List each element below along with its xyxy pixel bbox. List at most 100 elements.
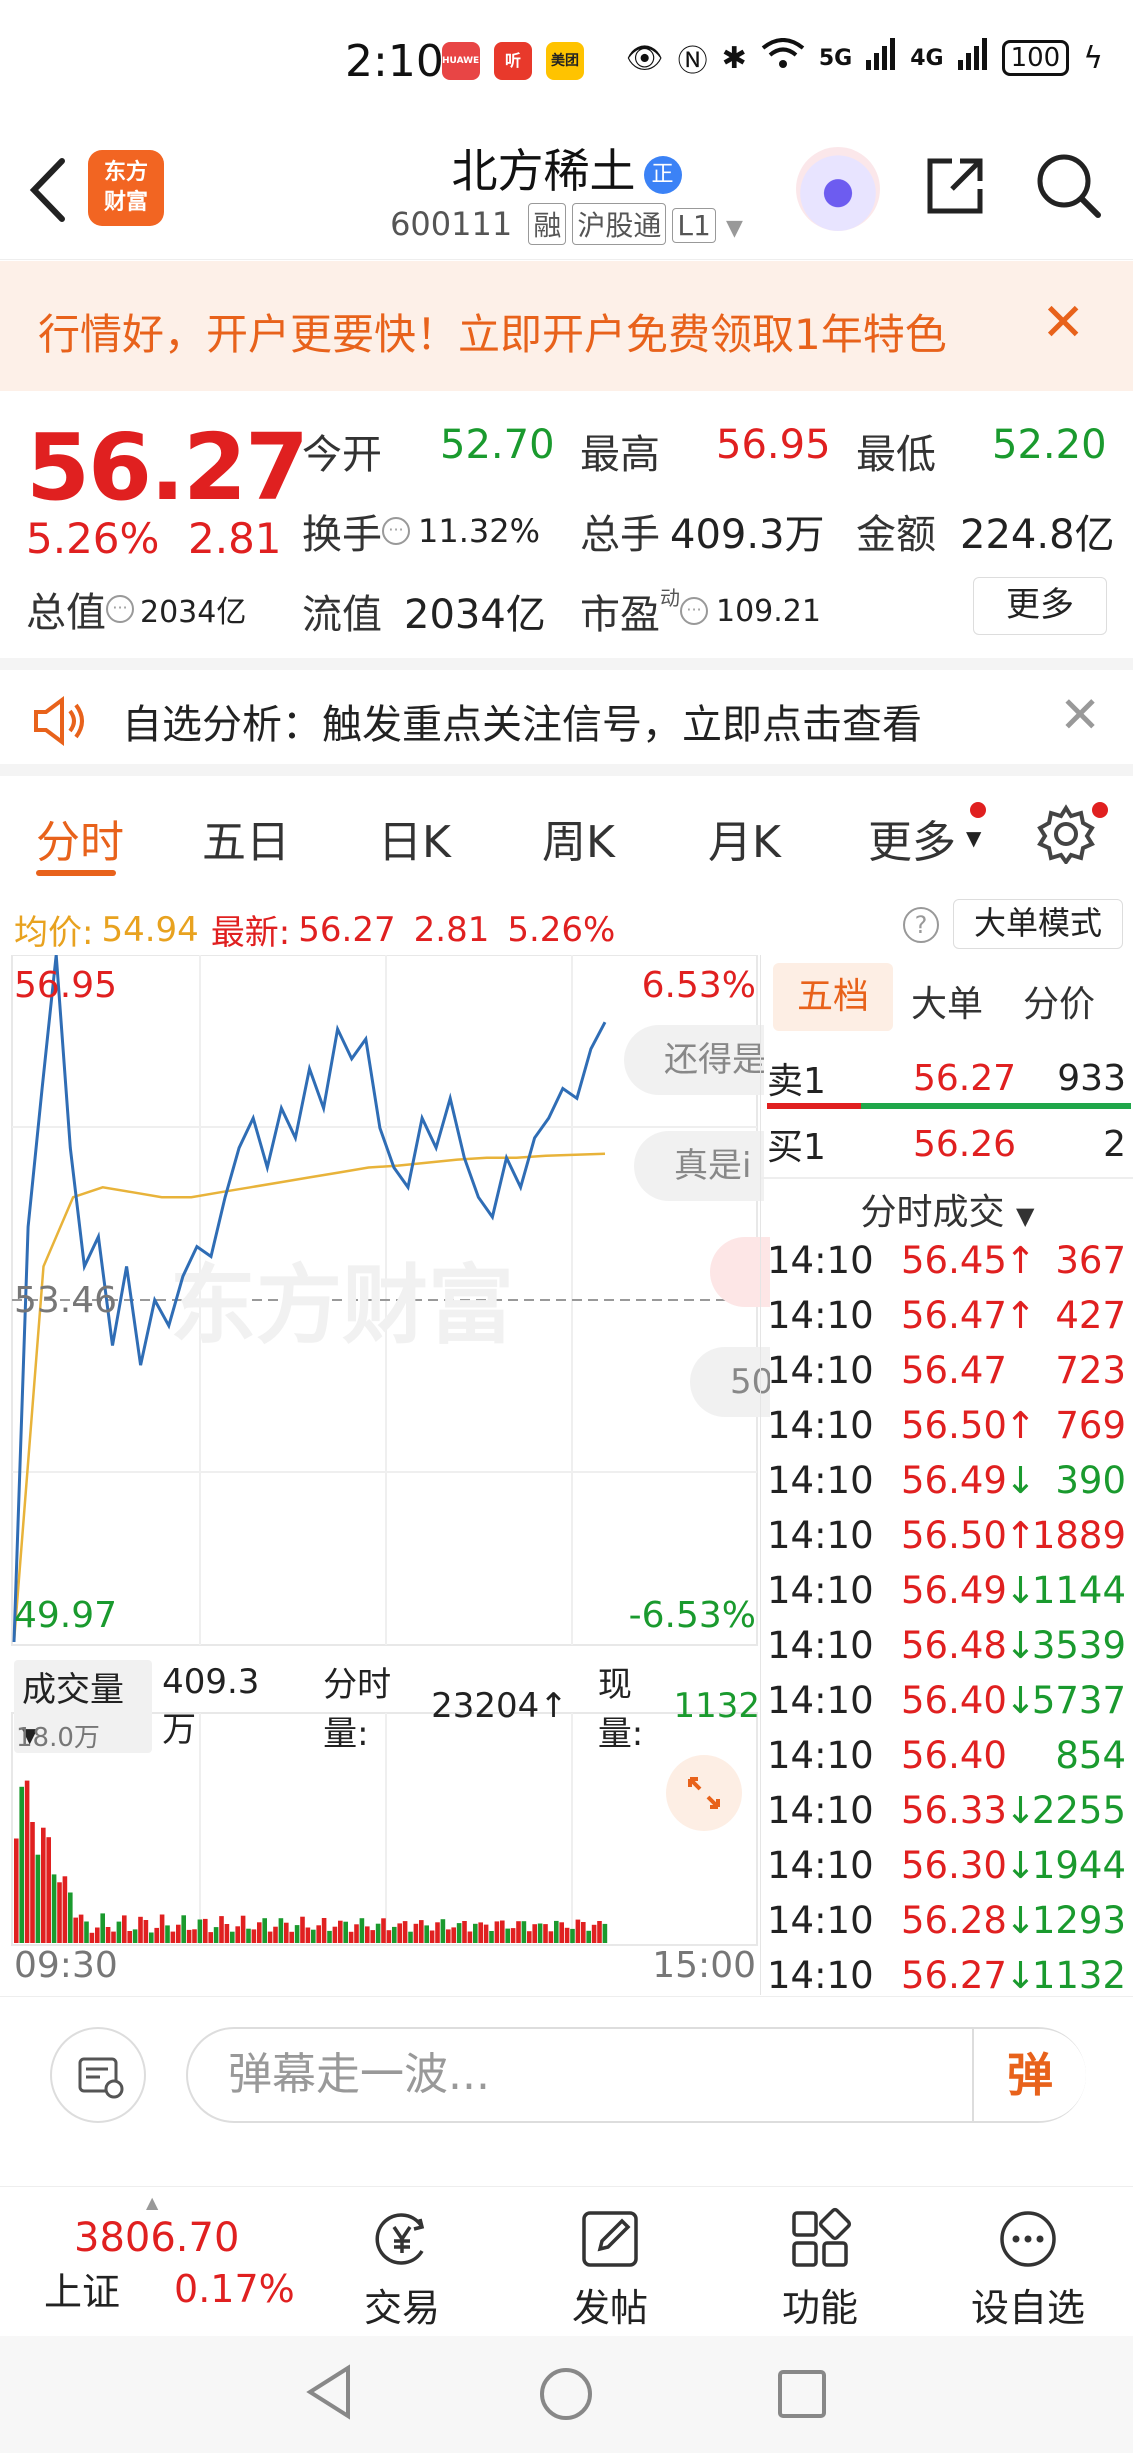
- volume-bar: [365, 1926, 370, 1943]
- status-time: 2:10: [345, 36, 444, 87]
- danmaku-bubble[interactable]: 50: [690, 1347, 770, 1417]
- assistant-robot-icon[interactable]: [796, 147, 880, 231]
- tab-five-day[interactable]: 五日: [202, 817, 290, 868]
- tab-price-dist[interactable]: 分价: [1023, 984, 1096, 1025]
- nav-add-watchlist-label: 设自选: [970, 2286, 1085, 2330]
- trade-price: 56.45: [901, 1239, 1007, 1282]
- volume-bar: [262, 1918, 267, 1943]
- stock-code-row[interactable]: 600111 融沪股通 L1 ▼: [0, 203, 1133, 245]
- tab-five-levels[interactable]: 五档: [773, 963, 893, 1031]
- stock-code: 600111: [390, 205, 513, 243]
- eye-icon: 👁: [625, 40, 664, 76]
- help-icon[interactable]: ?: [903, 907, 939, 943]
- pct-axis-max: 6.53%: [641, 965, 756, 1006]
- back-button[interactable]: [28, 155, 68, 225]
- home-circle-icon[interactable]: [538, 2366, 594, 2426]
- volume-axis-max: 18.0万: [16, 1723, 100, 1753]
- amount-label: 金额: [856, 512, 936, 558]
- volume-bar: [462, 1921, 467, 1943]
- watermark: 东方财富: [170, 1256, 514, 1356]
- tab-weekly-k[interactable]: 周K: [542, 817, 615, 868]
- intraday-chart[interactable]: 东方财富 56.95 6.53% 53.46 49.97 -6.53% 还得是 …: [0, 954, 770, 1995]
- nav-post[interactable]: 发帖: [530, 2207, 690, 2332]
- volume-bar: [84, 1921, 89, 1943]
- info-icon[interactable]: ···: [382, 517, 410, 545]
- recents-square-icon[interactable]: [776, 2368, 828, 2424]
- promo-banner[interactable]: 行情好，开户更要快！立即开户免费领取1年特色 ✕: [0, 261, 1133, 391]
- buy1-label: 买1: [767, 1127, 826, 1168]
- expand-icon[interactable]: [666, 1755, 742, 1831]
- volume-bar: [321, 1918, 327, 1943]
- latest-value: 56.27: [298, 909, 396, 950]
- tab-monthly-k[interactable]: 月K: [708, 817, 781, 868]
- nav-functions[interactable]: 功能: [740, 2207, 900, 2332]
- back-triangle-icon[interactable]: [304, 2362, 354, 2426]
- close-icon[interactable]: ✕: [1059, 686, 1101, 744]
- volume-bar: [165, 1925, 170, 1943]
- latest-label: 最新:: [210, 913, 291, 953]
- trades-title[interactable]: 分时成交 ▼: [761, 1183, 1133, 1235]
- volume-bar: [154, 1927, 159, 1943]
- volume-bar: [208, 1932, 213, 1943]
- eastmoney-logo[interactable]: 东方 财富: [88, 150, 164, 226]
- volume-bar: [73, 1917, 78, 1943]
- index-ticker[interactable]: 3806.70 上证 0.17%: [0, 2215, 320, 2316]
- share-icon[interactable]: [922, 153, 988, 223]
- volume-bar: [95, 1927, 100, 1943]
- promo-banner-text[interactable]: 行情好，开户更要快！立即开户免费领取1年特色: [38, 310, 947, 359]
- volume-bar: [78, 1914, 84, 1943]
- tab-more[interactable]: 更多: [868, 817, 956, 868]
- gear-icon[interactable]: [1036, 804, 1096, 868]
- danmaku-bubble[interactable]: 真是i: [634, 1131, 764, 1201]
- analysis-text[interactable]: 自选分析：触发重点关注信号，立即点击查看: [122, 702, 922, 748]
- wifi-icon: [761, 38, 805, 78]
- avg-value: 54.94: [101, 909, 199, 950]
- search-icon[interactable]: [1034, 151, 1104, 225]
- float-cap-value: 2034亿: [404, 592, 546, 638]
- low-value: 52.20: [992, 422, 1107, 468]
- danmaku-send-button[interactable]: 弹: [972, 2029, 1086, 2121]
- edit-icon: [578, 2207, 642, 2271]
- tab-intraday[interactable]: 分时: [36, 817, 124, 868]
- volume-bar: [57, 1882, 62, 1943]
- trade-row: 14:10 56.48 ↓ 3539: [761, 1624, 1133, 1679]
- info-icon[interactable]: ···: [680, 597, 708, 625]
- pe-ratio: 市盈 动 ··· 109.21: [580, 582, 821, 640]
- volume-bar: [203, 1918, 208, 1943]
- pe-value: 109.21: [716, 593, 821, 629]
- volume-selector[interactable]: 成交量 ▼: [14, 1659, 153, 1753]
- volume-bar: [35, 1854, 41, 1943]
- more-button[interactable]: 更多: [973, 577, 1107, 635]
- tab-big-orders[interactable]: 大单: [911, 984, 984, 1025]
- level-tag: L1: [672, 208, 716, 243]
- volume-bar: [440, 1919, 446, 1943]
- danmaku-bubble[interactable]: 还得是: [624, 1025, 764, 1095]
- big-order-mode-button[interactable]: 大单模式: [953, 899, 1123, 949]
- turnover-label: 换手: [302, 512, 382, 558]
- volume-bar: [521, 1921, 527, 1943]
- danmaku-settings-icon[interactable]: [50, 2027, 146, 2123]
- close-icon[interactable]: ✕: [1041, 293, 1085, 353]
- trade-row: 14:10 56.28 ↓ 1293: [761, 1899, 1133, 1954]
- nav-add-watchlist[interactable]: 设自选: [948, 2207, 1108, 2332]
- trade-direction-icon: ↓: [1005, 1459, 1037, 1502]
- dropdown-arrow-icon: ▼: [726, 216, 743, 241]
- volume-bar: [224, 1924, 230, 1943]
- average-price-line: [12, 1152, 606, 1643]
- listen-app-badge: 听: [494, 42, 532, 80]
- volume-bar: [149, 1932, 154, 1943]
- nav-trade[interactable]: 交易: [322, 2207, 482, 2332]
- trade-time: 14:10: [767, 1569, 874, 1612]
- volume-header: 成交量 ▼ 409.3万 分时量: 23204 ↑ 现量: 1132: [14, 1657, 760, 1755]
- danmaku-input[interactable]: 弹幕走一波...: [186, 2027, 1086, 2123]
- analysis-bar[interactable]: 自选分析：触发重点关注信号，立即点击查看 ✕: [0, 658, 1133, 776]
- volume-bar: [343, 1921, 348, 1943]
- volume-bar: [381, 1918, 386, 1943]
- trade-time: 14:10: [767, 1294, 874, 1337]
- volume-bar: [597, 1921, 602, 1943]
- volume-bar: [181, 1915, 186, 1943]
- trade-row: 14:10 56.47 ↑ 427: [761, 1294, 1133, 1349]
- info-icon[interactable]: ···: [106, 595, 134, 623]
- chevron-down-icon: ▼: [22, 1722, 38, 1747]
- tab-daily-k[interactable]: 日K: [378, 817, 451, 868]
